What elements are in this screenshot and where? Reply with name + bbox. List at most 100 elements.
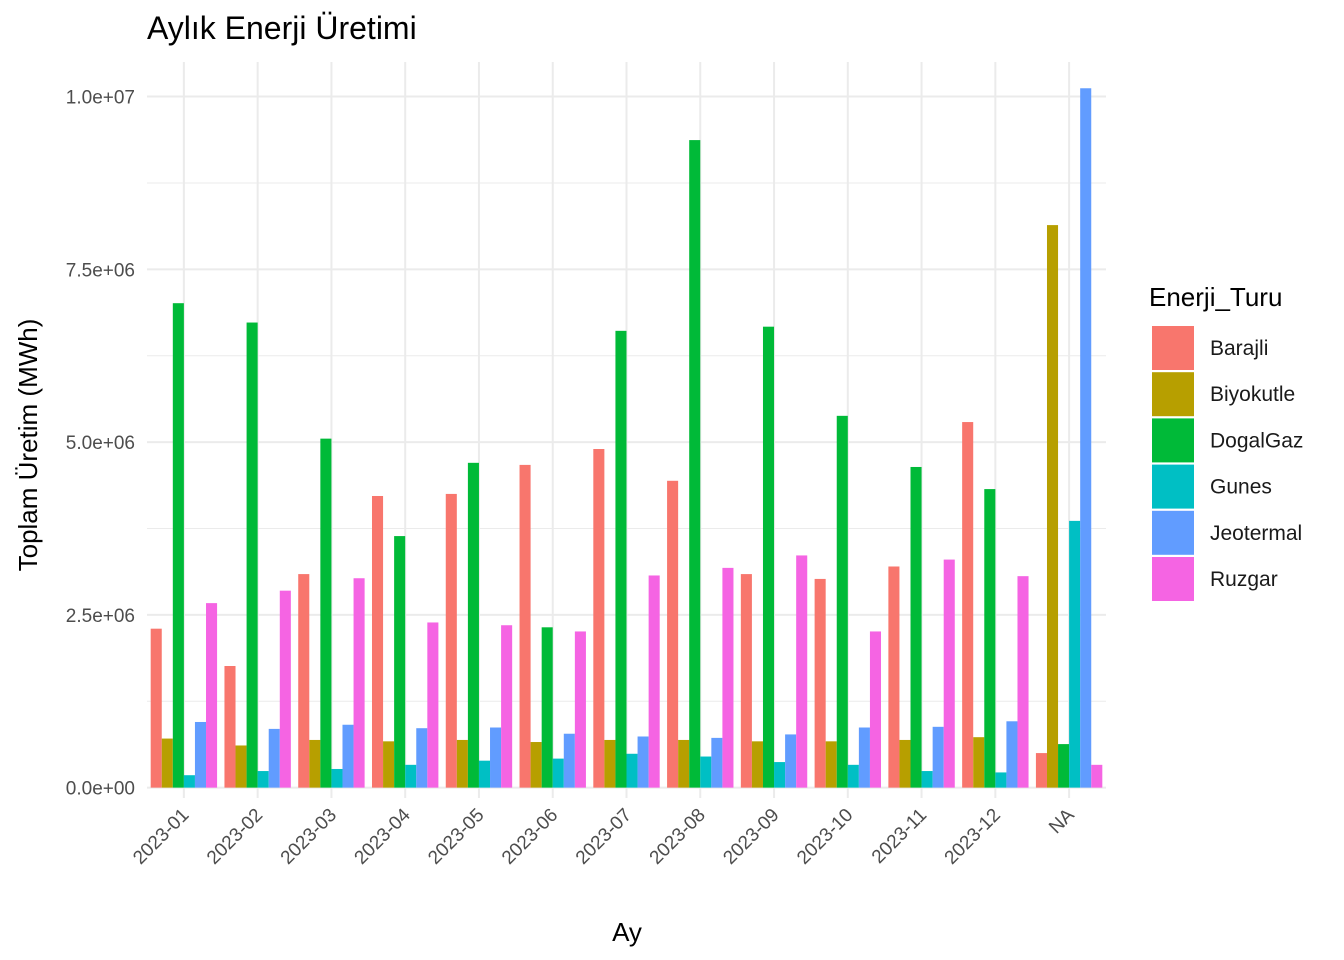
bar-jeotermal-na bbox=[1080, 88, 1092, 788]
bar-barajli-2023-09 bbox=[740, 574, 752, 788]
x-tick-label: 2023-01 bbox=[129, 805, 193, 869]
bar-dogalgaz-2023-01 bbox=[172, 303, 184, 788]
bar-dogalgaz-2023-04 bbox=[394, 536, 406, 788]
bar-ruzgar-2023-08 bbox=[722, 567, 734, 788]
bars bbox=[150, 88, 1103, 788]
bar-barajli-2023-02 bbox=[224, 666, 236, 788]
bar-ruzgar-2023-06 bbox=[574, 631, 586, 788]
bar-ruzgar-na bbox=[1091, 764, 1103, 788]
legend-key-biyokutle bbox=[1152, 372, 1194, 417]
bar-biyokutle-2023-04 bbox=[383, 741, 395, 788]
bar-barajli-2023-01 bbox=[150, 628, 162, 788]
bar-ruzgar-2023-11 bbox=[943, 559, 955, 788]
bar-dogalgaz-2023-05 bbox=[467, 462, 479, 788]
legend-key-dogalgaz bbox=[1152, 418, 1194, 463]
bar-ruzgar-2023-10 bbox=[869, 631, 882, 788]
bar-gunes-2023-01 bbox=[183, 775, 195, 788]
bar-ruzgar-2023-07 bbox=[648, 575, 660, 788]
x-axis-ticks: 2023-01 2023-02 2023-03 2023-04 2023-05 2023-… bbox=[129, 804, 1079, 868]
bar-biyokutle-2023-05 bbox=[456, 739, 468, 788]
bar-gunes-2023-05 bbox=[478, 760, 491, 788]
bar-barajli-2023-03 bbox=[298, 574, 310, 788]
bar-barajli-2023-05 bbox=[445, 493, 457, 788]
legend-label-gunes: Gunes bbox=[1210, 476, 1272, 499]
x-tick-label: NA bbox=[1045, 804, 1079, 838]
bar-biyokutle-2023-10 bbox=[825, 741, 837, 788]
legend-key-barajli bbox=[1152, 326, 1194, 370]
bar-barajli-2023-12 bbox=[962, 422, 974, 788]
bar-barajli-2023-08 bbox=[667, 480, 679, 788]
legend-label-biyokutle: Biyokutle bbox=[1210, 383, 1295, 406]
bar-jeotermal-2023-06 bbox=[563, 733, 575, 788]
bar-barajli-2023-07 bbox=[593, 449, 605, 788]
chart-title: Aylık Enerji Üretimi bbox=[147, 10, 417, 46]
x-tick-label: 2023-02 bbox=[203, 805, 267, 869]
bar-gunes-2023-08 bbox=[700, 756, 712, 788]
bar-biyokutle-2023-02 bbox=[235, 745, 247, 788]
bar-jeotermal-2023-05 bbox=[490, 727, 502, 788]
bar-barajli-na bbox=[1035, 753, 1047, 788]
y-tick-label: 0.0e+00 bbox=[66, 779, 135, 800]
bar-biyokutle-2023-03 bbox=[309, 739, 321, 788]
bar-gunes-2023-06 bbox=[552, 758, 564, 788]
bar-ruzgar-2023-03 bbox=[353, 578, 365, 788]
bar-barajli-2023-06 bbox=[519, 464, 531, 788]
bar-gunes-2023-04 bbox=[405, 764, 417, 788]
bar-ruzgar-2023-01 bbox=[206, 603, 218, 788]
y-tick-label: 2.5e+06 bbox=[66, 606, 135, 627]
y-tick-label: 1.0e+07 bbox=[66, 88, 135, 109]
legend-label-dogalgaz: DogalGaz bbox=[1210, 429, 1303, 452]
bar-dogalgaz-2023-12 bbox=[984, 489, 996, 788]
bar-biyokutle-2023-12 bbox=[973, 737, 985, 788]
bar-biyokutle-2023-07 bbox=[604, 739, 616, 788]
bar-biyokutle-2023-06 bbox=[530, 742, 542, 788]
bar-ruzgar-2023-04 bbox=[427, 622, 439, 788]
bar-jeotermal-2023-04 bbox=[416, 728, 428, 788]
bar-jeotermal-2023-12 bbox=[1006, 721, 1018, 788]
bar-jeotermal-2023-11 bbox=[932, 726, 944, 788]
legend-key-ruzgar bbox=[1152, 557, 1194, 601]
x-tick-label: 2023-07 bbox=[572, 805, 636, 869]
legend-items: Barajli Biyokutle DogalGaz Gunes Jeotermal Ru… bbox=[1152, 326, 1303, 601]
bar-dogalgaz-2023-08 bbox=[689, 140, 701, 788]
x-tick-label: 2023-10 bbox=[793, 805, 857, 869]
bar-gunes-2023-11 bbox=[921, 771, 933, 788]
bar-biyokutle-na bbox=[1046, 225, 1059, 788]
bar-biyokutle-2023-11 bbox=[899, 739, 911, 788]
y-axis-ticks: 0.0e+00 2.5e+06 5.0e+06 7.5e+06 1.0e+07 bbox=[66, 88, 135, 800]
bar-ruzgar-2023-09 bbox=[796, 555, 808, 788]
bar-jeotermal-2023-03 bbox=[342, 724, 354, 788]
bar-dogalgaz-2023-03 bbox=[320, 438, 332, 788]
bar-ruzgar-2023-12 bbox=[1017, 576, 1029, 788]
legend-key-gunes bbox=[1152, 464, 1194, 509]
bar-biyokutle-2023-09 bbox=[751, 741, 763, 788]
bar-barajli-2023-04 bbox=[371, 495, 384, 788]
bar-jeotermal-2023-10 bbox=[858, 727, 870, 788]
bar-jeotermal-2023-07 bbox=[637, 736, 649, 788]
bar-jeotermal-2023-09 bbox=[785, 734, 797, 788]
bar-biyokutle-2023-08 bbox=[678, 739, 690, 788]
y-axis-title: Toplam Üretim (MWh) bbox=[13, 319, 43, 572]
bar-jeotermal-2023-01 bbox=[194, 721, 207, 788]
x-tick-label: 2023-06 bbox=[498, 805, 562, 869]
bar-dogalgaz-2023-02 bbox=[246, 322, 258, 788]
legend-title: Enerji_Turu bbox=[1149, 282, 1282, 312]
legend-key-jeotermal bbox=[1152, 510, 1194, 555]
bar-gunes-2023-09 bbox=[774, 762, 786, 788]
bar-dogalgaz-2023-11 bbox=[910, 466, 922, 788]
y-tick-label: 7.5e+06 bbox=[66, 260, 135, 281]
legend: Enerji_Turu Barajli Biyokutle DogalGaz Gune… bbox=[1149, 282, 1303, 601]
bar-ruzgar-2023-05 bbox=[501, 625, 513, 788]
y-tick-label: 5.0e+06 bbox=[66, 433, 135, 454]
bar-barajli-2023-10 bbox=[814, 578, 826, 788]
bar-dogalgaz-2023-09 bbox=[762, 326, 775, 788]
bar-dogalgaz-na bbox=[1058, 744, 1070, 788]
legend-label-jeotermal: Jeotermal bbox=[1210, 522, 1302, 545]
bar-biyokutle-2023-01 bbox=[161, 738, 173, 788]
x-tick-label: 2023-08 bbox=[646, 805, 710, 869]
x-axis-title: Ay bbox=[612, 917, 642, 947]
bar-ruzgar-2023-02 bbox=[279, 590, 291, 788]
x-tick-label: 2023-11 bbox=[868, 805, 931, 868]
bar-barajli-2023-11 bbox=[888, 566, 900, 788]
